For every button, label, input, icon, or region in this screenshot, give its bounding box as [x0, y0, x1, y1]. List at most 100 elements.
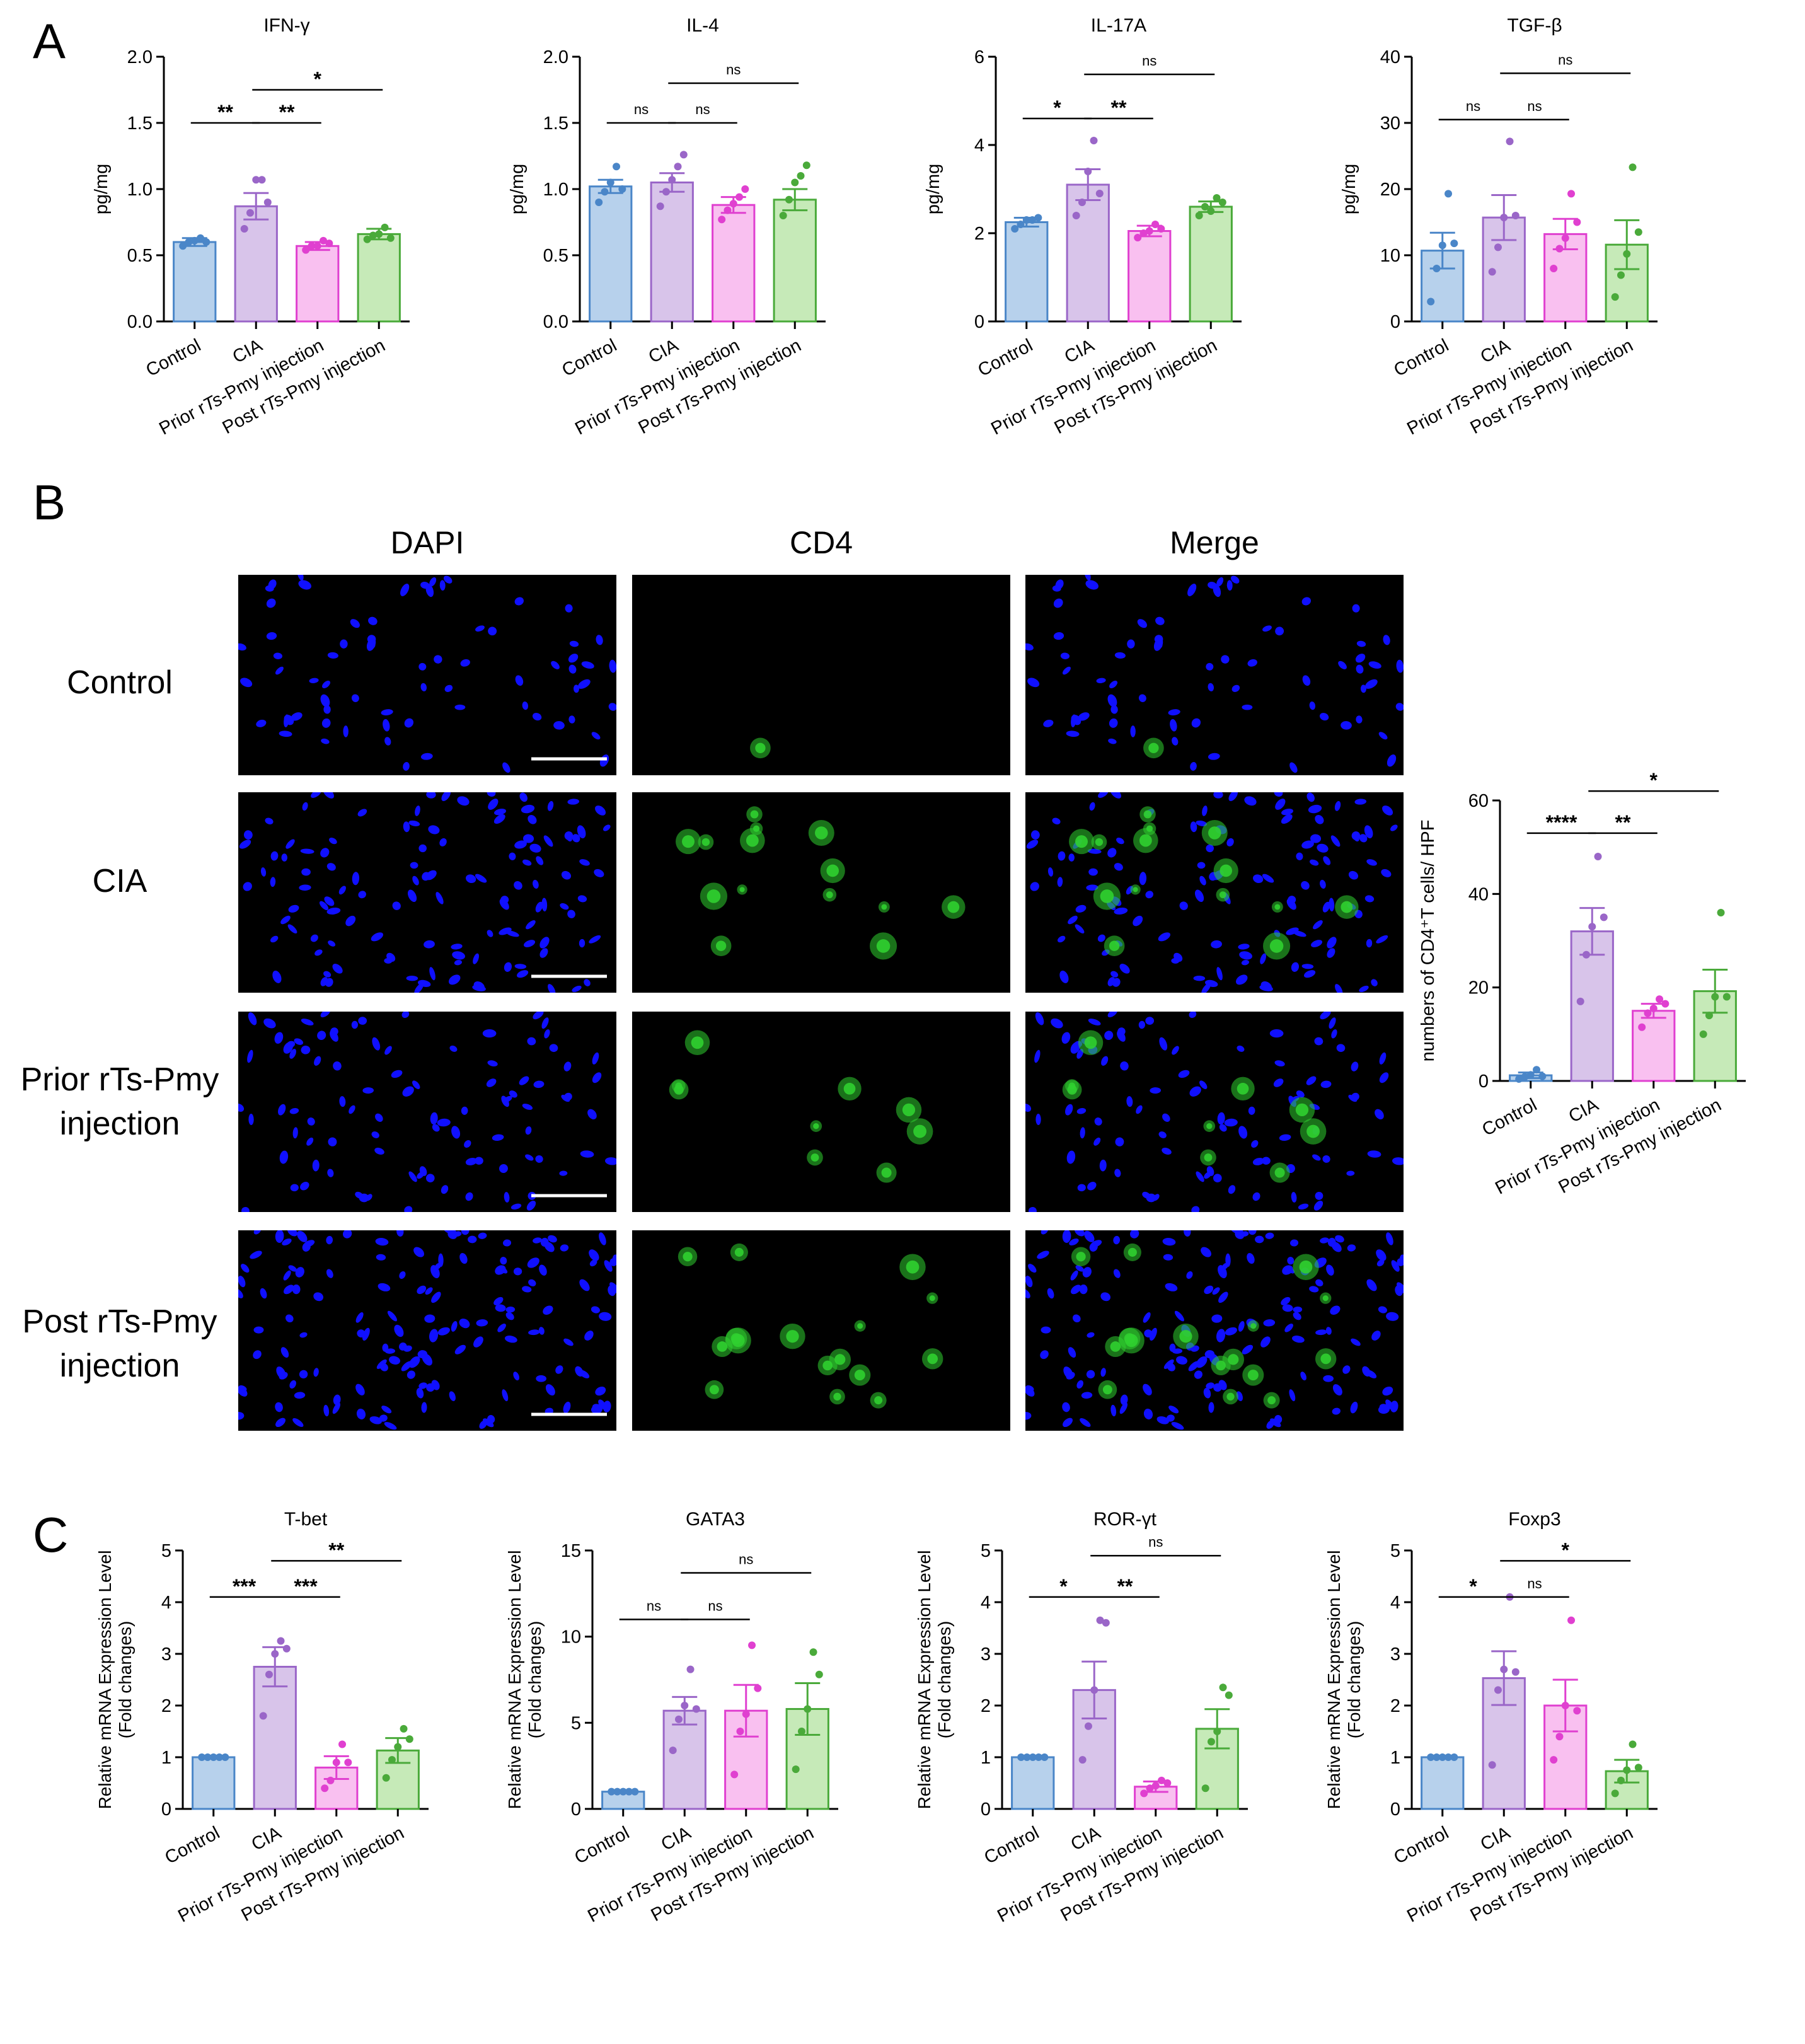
cd4-signal: [755, 742, 766, 753]
nucleus: [1376, 1259, 1385, 1267]
y-axis-label: (Fold changes): [525, 1621, 545, 1739]
nucleus: [454, 960, 462, 966]
nucleus: [1204, 1285, 1214, 1295]
micro-image-dapi: [238, 1012, 616, 1212]
nucleus: [1162, 1113, 1170, 1122]
micro-svg: [238, 792, 616, 993]
nucleus: [270, 935, 279, 943]
y-tick-label: 0: [1390, 312, 1400, 332]
nucleus: [321, 738, 330, 744]
nucleus: [1163, 1254, 1174, 1261]
cd4-signal: [913, 1124, 926, 1138]
nucleus: [519, 792, 528, 802]
data-point: [1722, 993, 1731, 1001]
nucleus: [473, 1336, 483, 1348]
nucleus: [1260, 1336, 1271, 1348]
nucleus: [1364, 895, 1375, 903]
cd4-signal: [1109, 940, 1120, 951]
data-point: [1699, 1030, 1707, 1038]
chart-svg: ROR-γt Relative mRNA Expression Level (Fol…: [914, 1509, 1248, 1927]
cd4-signal: [947, 901, 960, 913]
significance-label: **: [1111, 96, 1127, 119]
nucleus: [243, 830, 253, 840]
nucleus: [1312, 1154, 1321, 1161]
data-point: [815, 1670, 823, 1678]
nucleus: [1226, 838, 1234, 846]
data-point: [332, 1758, 340, 1767]
data-point: [1494, 1686, 1502, 1694]
nucleus: [1341, 721, 1352, 730]
nucleus: [1375, 1109, 1384, 1119]
data-point: [1521, 1073, 1529, 1081]
chart-svg: T-bet Relative mRNA Expression Level (Fold…: [95, 1509, 429, 1927]
nucleus: [287, 1041, 296, 1048]
nucleus: [384, 1422, 397, 1430]
nucleus: [495, 1304, 506, 1312]
nucleus: [605, 1157, 616, 1165]
nucleus: [439, 838, 447, 846]
chart-t-bet: T-bet Relative mRNA Expression Level (Fold…: [95, 1500, 492, 2042]
nucleus: [320, 848, 330, 858]
cd4-signal: [1250, 1323, 1257, 1329]
nucleus: [1273, 1078, 1284, 1087]
nucleus: [1041, 1326, 1051, 1334]
nucleus: [1186, 1271, 1193, 1279]
nucleus: [517, 970, 529, 978]
chart-il-4: IL-4 pg/mg 0.0 0.5 1.0 1.5 2.0 Control CIA Prior …: [498, 6, 851, 511]
data-point: [1102, 1619, 1110, 1627]
nucleus: [1348, 1094, 1358, 1102]
nucleus: [1252, 1192, 1260, 1201]
data-point: [369, 231, 377, 240]
nucleus: [1379, 1052, 1387, 1065]
nucleus: [1053, 598, 1063, 608]
nucleus: [419, 1166, 427, 1176]
nucleus: [609, 1282, 616, 1294]
nucleus: [1107, 848, 1117, 858]
nucleus: [468, 1235, 477, 1244]
nucleus: [1080, 1127, 1085, 1139]
nucleus: [1143, 1312, 1151, 1323]
nucleus: [351, 1020, 358, 1029]
significance-label: **: [217, 101, 233, 124]
nucleus: [289, 1049, 296, 1059]
nucleus: [1263, 1319, 1276, 1327]
cd4-signal: [1237, 1082, 1249, 1095]
nucleus: [1088, 868, 1098, 876]
data-point: [730, 1770, 739, 1779]
nucleus: [1216, 577, 1224, 587]
nucleus: [1269, 1029, 1284, 1038]
nucleus: [527, 1037, 536, 1046]
chart-ifn-gamma: IFN-γ pg/mg 0.0 0.5 1.0 1.5 2.0 Control CIA Prior…: [82, 6, 435, 511]
data-point: [804, 1705, 812, 1713]
y-tick-label: 5: [571, 1713, 581, 1733]
nucleus: [563, 1338, 574, 1346]
data-point: [1561, 234, 1569, 242]
nucleus: [428, 825, 440, 834]
nucleus: [1228, 792, 1238, 801]
bar: [357, 233, 401, 323]
nucleus: [1053, 632, 1064, 640]
nucleus: [543, 835, 553, 847]
nucleus: [504, 1192, 510, 1203]
row-label-post: Post rTs-Pmy injection: [0, 1300, 239, 1388]
nucleus: [294, 1392, 306, 1399]
data-point: [1511, 1668, 1520, 1676]
y-axis-label: Relative mRNA Expression Level: [505, 1550, 524, 1810]
x-tick-label-italic: Ts: [1093, 389, 1119, 415]
nucleus: [1301, 840, 1314, 849]
nucleus: [345, 915, 356, 927]
cd4-signal: [1206, 1123, 1213, 1129]
micro-image-cd4: [632, 1230, 1010, 1431]
nucleus: [327, 1169, 334, 1177]
nucleus: [1025, 1385, 1034, 1392]
nucleus: [560, 903, 569, 910]
nucleus: [475, 625, 485, 632]
nucleus: [1302, 675, 1311, 686]
nucleus: [1097, 934, 1105, 942]
data-point: [1538, 1072, 1547, 1080]
cd4-signal: [750, 810, 759, 819]
data-point: [1494, 243, 1502, 251]
row-label-line: Post rTs-Pmy: [22, 1303, 217, 1340]
nucleus: [263, 1018, 276, 1029]
